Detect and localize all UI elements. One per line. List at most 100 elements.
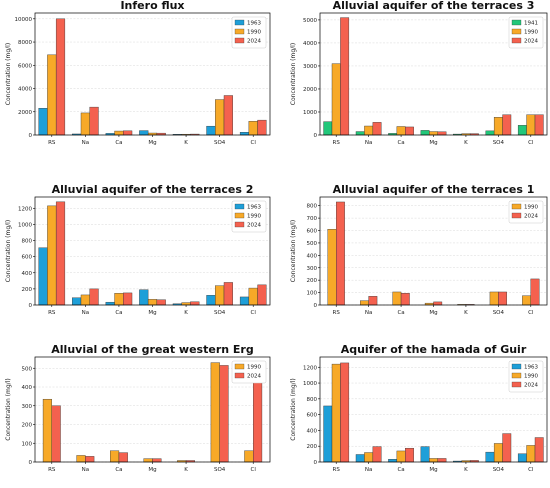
- x-tick-label: Ca: [397, 467, 404, 473]
- chart-panel-alluvial-aquifer-of-the-terraces-1: Alluvial aquifer of the terraces 1 0 100 20…: [290, 183, 548, 316]
- legend-label: 2024: [524, 214, 538, 220]
- x-tick-label: SO4: [493, 310, 505, 316]
- y-tick-label: 0: [29, 460, 33, 466]
- y-axis-label: Concentration (mg/l): [290, 43, 297, 105]
- bar-2024-ca: [118, 452, 128, 463]
- bar-1990-so4: [210, 362, 220, 463]
- x-tick-label: Mg: [429, 310, 437, 316]
- chart-title: Alluvial aquifer of the terraces 3: [333, 0, 535, 12]
- bar-1990-na: [80, 112, 90, 136]
- y-tick-label: 1000: [303, 110, 317, 116]
- bar-1963-cl: [239, 296, 250, 306]
- bar-2024-rs: [340, 17, 350, 136]
- x-tick-label: RS: [48, 140, 56, 146]
- x-tick-label: Mg: [148, 310, 156, 316]
- chart-title: Aquifer of the hamada of Guir: [341, 343, 527, 356]
- y-tick-label: 800: [307, 204, 318, 210]
- x-tick-label: Cl: [251, 467, 257, 473]
- x-tick-label: Na: [82, 310, 90, 316]
- bar-2024-cl: [530, 278, 540, 306]
- bar-2024-na: [89, 106, 99, 136]
- plot-frame: [34, 196, 271, 306]
- x-tick-label: SO4: [493, 140, 505, 146]
- bar-1963-rs: [38, 247, 48, 306]
- bar-1963-na: [72, 297, 82, 306]
- legend-label: 2024: [524, 383, 538, 389]
- y-tick-label: 3000: [303, 64, 317, 70]
- bar-1990-cl: [526, 114, 536, 136]
- plot-frame: [34, 12, 271, 136]
- legend-label: 1941: [524, 21, 538, 27]
- bar-1963-mg: [420, 446, 430, 463]
- x-tick-label: SO4: [214, 310, 226, 316]
- chart-title: Alluvial aquifer of the terraces 1: [333, 183, 535, 196]
- bar-2024-so4: [502, 433, 512, 463]
- x-tick-label: RS: [48, 310, 56, 316]
- x-tick-label: Na: [82, 467, 90, 473]
- bar-2024-ca: [123, 130, 133, 136]
- bar-2024-cl: [253, 371, 263, 463]
- bar-2024-na: [372, 446, 382, 463]
- chart-panel-aquifer-of-the-hamada-of-guir: Aquifer of the hamada of Guir 0 200 400 600 8…: [290, 343, 548, 473]
- y-axis-label: Concentration (mg/l): [5, 220, 12, 282]
- x-tick-label: RS: [333, 140, 341, 146]
- legend-swatch-1963: [234, 203, 245, 210]
- bar-2024-rs: [340, 362, 350, 463]
- x-tick-label: Ca: [397, 310, 404, 316]
- x-tick-label: Na: [365, 140, 373, 146]
- y-tick-label: 100: [22, 441, 33, 447]
- legend-swatch-1990: [511, 372, 522, 379]
- bar-1990-so4: [215, 99, 225, 136]
- legend-swatch-2024: [511, 381, 522, 388]
- legend-swatch-2024: [511, 37, 522, 44]
- bar-2024-so4: [223, 282, 233, 306]
- legend-label: 1990: [247, 365, 261, 371]
- bar-2024-ca: [405, 447, 414, 463]
- bar-1963-ca: [105, 301, 115, 306]
- bar-2024-ca: [400, 293, 410, 306]
- bar-1963-mg: [139, 130, 149, 136]
- x-tick-label: SO4: [493, 467, 505, 473]
- x-tick-label: RS: [333, 310, 341, 316]
- y-tick-label: 800: [22, 239, 33, 245]
- bar-1963-ca: [388, 459, 398, 463]
- legend-swatch-1990: [234, 28, 245, 35]
- legend-label: 2024: [247, 39, 261, 45]
- y-axis-label: Concentration (mg/l): [290, 378, 297, 440]
- bar-1990-so4: [215, 285, 225, 306]
- bar-1963-cl: [239, 132, 250, 136]
- bar-1963-so4: [206, 125, 216, 136]
- legend-swatch-1990: [234, 212, 245, 219]
- bar-2024-na: [89, 288, 99, 306]
- bar-1990-na: [76, 455, 86, 463]
- x-tick-label: Ca: [115, 140, 122, 146]
- y-tick-label: 500: [22, 366, 33, 372]
- legend: 1941 1990 2024: [508, 16, 544, 49]
- bar-2024-so4: [219, 365, 229, 463]
- bar-1963-rs: [38, 108, 48, 136]
- bar-2024-mg: [156, 299, 166, 306]
- bar-1990-na: [80, 294, 90, 306]
- chart-panel-infero-flux: Infero flux 0 2000 4000 6000 8000 10000 Concent…: [5, 0, 271, 146]
- y-tick-label: 600: [307, 229, 318, 235]
- bar-2024-cl: [534, 437, 544, 463]
- bar-2024-mg: [433, 301, 443, 306]
- bar-1990-ca: [109, 450, 120, 463]
- bar-2024-rs: [55, 18, 66, 136]
- x-tick-label: Cl: [528, 310, 534, 316]
- y-tick-label: 400: [307, 253, 318, 259]
- legend-label: 1990: [247, 30, 261, 36]
- bar-1990-cl: [526, 445, 536, 463]
- bar-1941-so4: [485, 130, 495, 136]
- bar-2024-rs: [336, 201, 345, 306]
- x-tick-label: SO4: [214, 467, 226, 473]
- y-tick-label: 400: [22, 385, 33, 391]
- y-tick-label: 600: [22, 255, 33, 261]
- y-tick-label: 1200: [18, 206, 32, 212]
- legend-swatch-1990: [511, 28, 522, 35]
- x-tick-label: Cl: [528, 467, 534, 473]
- y-tick-label: 400: [22, 271, 33, 277]
- chart-panel-alluvial-of-the-great-western-erg: Alluvial of the great western Erg 0 100 200…: [5, 343, 271, 473]
- x-tick-label: Mg: [429, 140, 437, 146]
- bar-2024-na: [85, 456, 95, 463]
